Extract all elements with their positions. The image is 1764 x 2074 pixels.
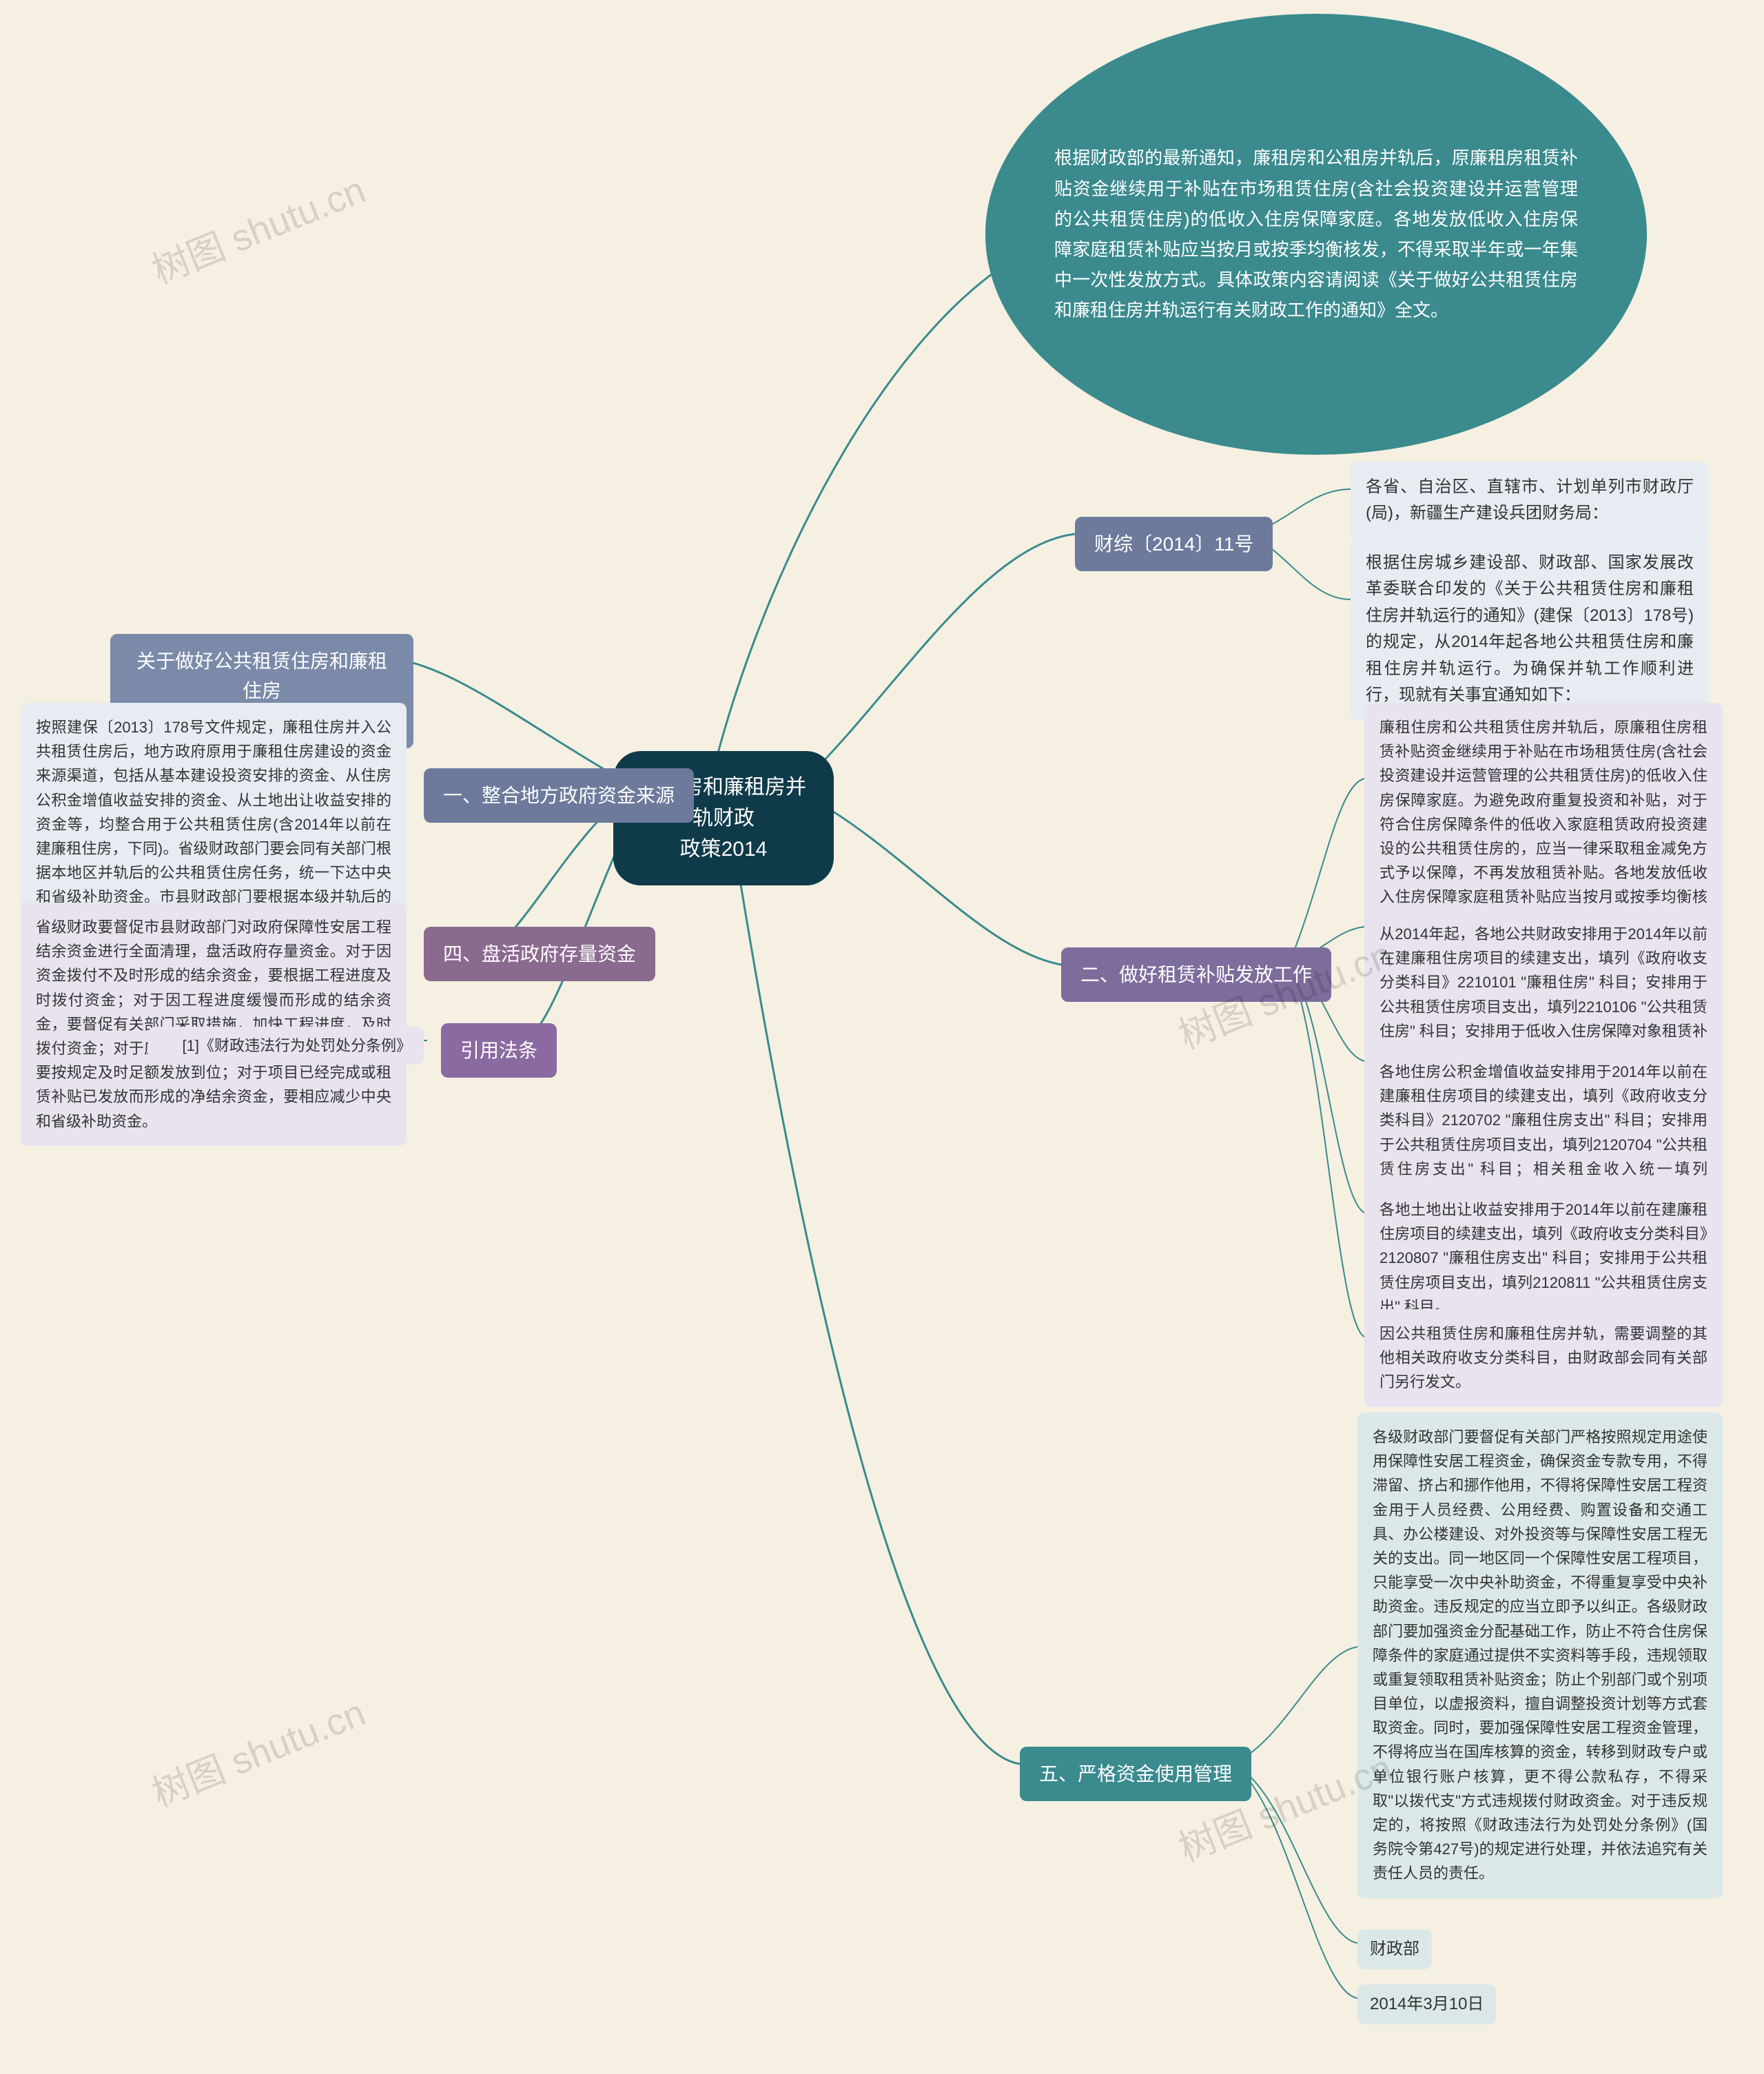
branch-one[interactable]: 一、整合地方政府资金来源 — [424, 768, 694, 823]
branch-two-label: 二、做好租赁补贴发放工作 — [1080, 964, 1312, 985]
branch-five[interactable]: 五、严格资金使用管理 — [1020, 1747, 1251, 1801]
branch-four-label: 四、盘活政府存量资金 — [443, 943, 636, 965]
leaf-five-c2: 财政部 — [1357, 1929, 1432, 1969]
leaf-five-c2-text: 财政部 — [1370, 1940, 1419, 1958]
leaf-doc-c1: 各省、自治区、直辖市、计划单列市财政厅(局)，新疆生产建设兵团财务局： — [1351, 462, 1709, 540]
branch-four[interactable]: 四、盘活政府存量资金 — [424, 927, 655, 981]
watermark-3-text: 树图 shutu.cn — [147, 1692, 371, 1815]
leaf-two-c5: 因公共租赁住房和廉租住房并轨，需要调整的其他相关政府收支分类科目，由财政部会同有… — [1364, 1309, 1723, 1407]
branch-doc-number-label: 财综〔2014〕11号 — [1094, 533, 1253, 555]
leaf-doc-c2-text: 根据住房城乡建设部、财政部、国家发展改革委联合印发的《关于公共租赁住房和廉租住房… — [1366, 553, 1694, 704]
leaf-five-c1: 各级财政部门要督促有关部门严格按照规定用途使用保障性安居工程资金，确保资金专款专… — [1357, 1413, 1723, 1898]
leaf-ref-text: [1]《财政违法行为处罚处分条例》 — [183, 1037, 411, 1054]
leaf-four-text: 省级财政要督促市县财政部门对政府保障性安居工程结余资金进行全面清理，盘活政府存量… — [36, 918, 391, 1130]
branch-ref-label: 引用法条 — [460, 1040, 537, 1061]
leaf-five-c3: 2014年3月10日 — [1357, 1984, 1496, 2024]
watermark-1-text: 树图 shutu.cn — [147, 170, 371, 292]
watermark-1: 树图 shutu.cn — [143, 160, 372, 295]
branch-one-label: 一、整合地方政府资金来源 — [443, 785, 675, 806]
leaf-four: 省级财政要督促市县财政部门对政府保障性安居工程结余资金进行全面清理，盘活政府存量… — [21, 903, 407, 1146]
branch-five-label: 五、严格资金使用管理 — [1039, 1763, 1232, 1785]
branch-doc-number[interactable]: 财综〔2014〕11号 — [1075, 517, 1273, 571]
intro-bubble: 根据财政部的最新通知，廉租房和公租房并轨后，原廉租房租赁补贴资金继续用于补贴在市… — [985, 14, 1647, 455]
leaf-doc-c1-text: 各省、自治区、直辖市、计划单列市财政厅(局)，新疆生产建设兵团财务局： — [1366, 478, 1694, 522]
leaf-two-c5-text: 因公共租赁住房和廉租住房并轨，需要调整的其他相关政府收支分类科目，由财政部会同有… — [1380, 1325, 1707, 1390]
branch-two[interactable]: 二、做好租赁补贴发放工作 — [1061, 947, 1331, 1002]
intro-bubble-text: 根据财政部的最新通知，廉租房和公租房并轨后，原廉租房租赁补贴资金继续用于补贴在市… — [1054, 143, 1578, 325]
leaf-two-c3-text: 各地住房公积金增值收益安排用于2014年以前在建廉租住房项目的续建支出，填列《政… — [1380, 1063, 1707, 1202]
leaf-two-c4-text: 各地土地出让收益安排用于2014年以前在建廉租住房项目的续建支出，填列《政府收支… — [1380, 1201, 1707, 1315]
branch-ref[interactable]: 引用法条 — [441, 1023, 557, 1078]
leaf-ref: [1]《财政违法行为处罚处分条例》 — [148, 1027, 424, 1065]
watermark-3: 树图 shutu.cn — [143, 1683, 372, 1818]
leaf-five-c1-text: 各级财政部门要督促有关部门严格按照规定用途使用保障性安居工程资金，确保资金专款专… — [1373, 1428, 1707, 1882]
leaf-doc-c2: 根据住房城乡建设部、财政部、国家发展改革委联合印发的《关于公共租赁住房和廉租住房… — [1351, 537, 1709, 721]
leaf-five-c3-text: 2014年3月10日 — [1370, 1995, 1484, 2013]
